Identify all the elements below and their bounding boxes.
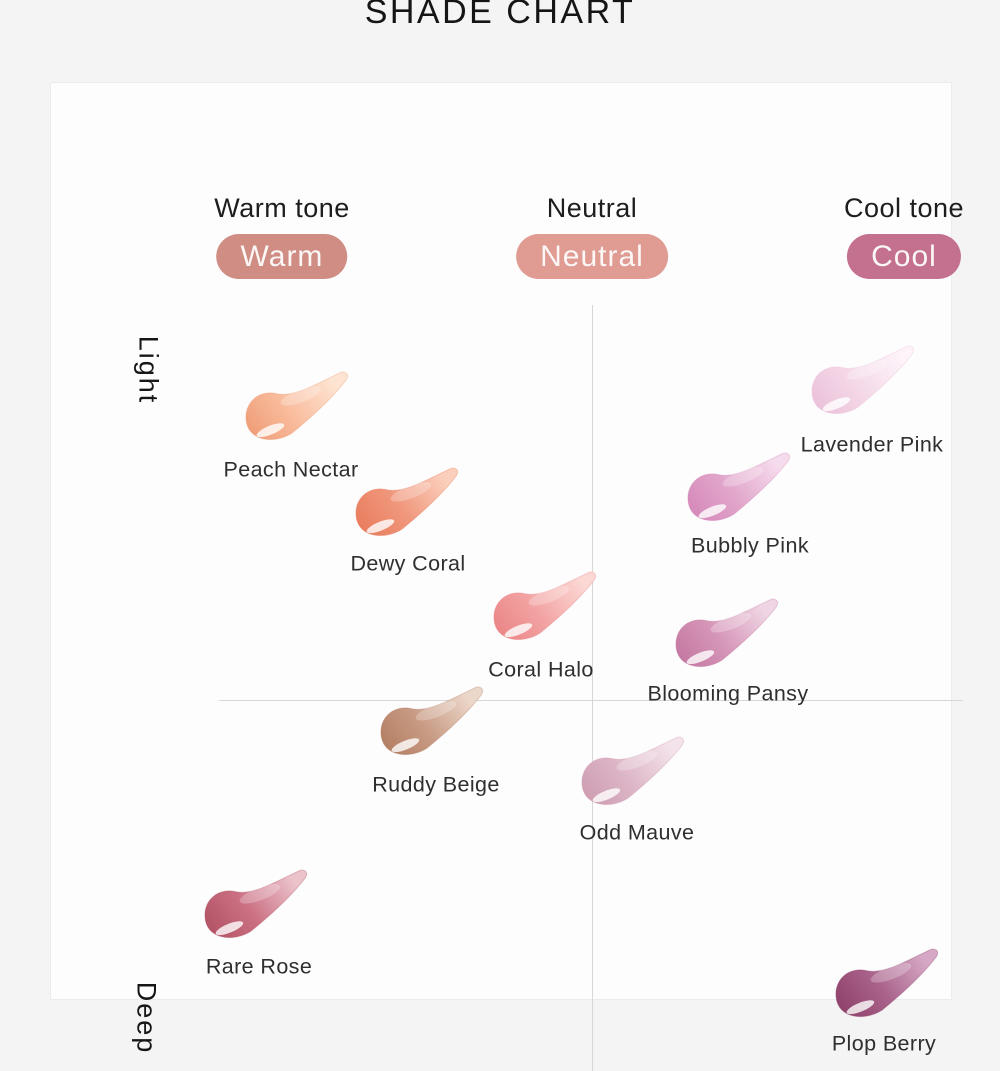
shade-swatch-bubbly-pink: [680, 451, 798, 540]
smear-icon: [380, 686, 484, 756]
depth-axis-deep-label: Deep: [131, 981, 162, 1055]
shade-label-coral-halo: Coral Halo: [488, 657, 594, 682]
shade-label-rare-rose: Rare Rose: [205, 954, 313, 979]
page-title: SHADE CHART: [364, 0, 636, 31]
shade-label-peach-nectar: Peach Nectar: [223, 457, 359, 482]
smear-icon: [355, 467, 459, 537]
tone-column-neutral-label: Neutral: [546, 193, 638, 223]
shade-label-ruddy-beige: Ruddy Beige: [372, 772, 500, 797]
neutral-badge: Neutral: [516, 234, 668, 279]
shade-swatch-lavender-pink: [804, 344, 922, 433]
shade-swatch-blooming-pansy: [668, 597, 786, 686]
depth-axis-light-label: Light: [133, 335, 164, 405]
shade-label-blooming-pansy: Blooming Pansy: [647, 681, 809, 706]
smear-icon: [204, 869, 308, 939]
shade-swatch-plop-berry: [828, 947, 946, 1036]
shade-label-bubbly-pink: Bubbly Pink: [691, 533, 809, 558]
cool-badge: Cool: [847, 234, 961, 279]
tone-column-cool-label: Cool tone: [843, 193, 965, 223]
vertical-axis-line: [592, 305, 593, 1071]
tone-column-warm-label: Warm tone: [214, 193, 350, 223]
smear-icon: [245, 371, 349, 441]
shade-label-plop-berry: Plop Berry: [831, 1031, 937, 1056]
shade-label-odd-mauve: Odd Mauve: [579, 820, 695, 845]
horizontal-axis-line: [219, 700, 963, 701]
smear-icon: [835, 948, 939, 1018]
tone-column-warm: Warm tone Warm: [214, 193, 350, 279]
shade-swatch-dewy-coral: [348, 466, 466, 555]
shade-swatch-ruddy-beige: [373, 685, 491, 774]
smear-icon: [811, 345, 915, 415]
tone-column-cool: Cool tone Cool: [844, 193, 964, 279]
smear-icon: [687, 452, 791, 522]
chart-panel: Warm tone Warm Neutral Neutral Cool tone…: [50, 82, 964, 1071]
smear-icon: [675, 598, 779, 668]
shade-label-lavender-pink: Lavender Pink: [800, 432, 944, 457]
tone-column-neutral: Neutral Neutral: [516, 193, 668, 279]
shade-label-dewy-coral: Dewy Coral: [350, 551, 466, 576]
shade-swatch-peach-nectar: [238, 370, 356, 459]
shade-swatch-odd-mauve: [574, 735, 692, 824]
smear-icon: [581, 736, 685, 806]
shade-swatch-rare-rose: [197, 868, 315, 957]
warm-badge: Warm: [216, 234, 348, 279]
shade-swatch-coral-halo: [486, 570, 604, 659]
smear-icon: [493, 571, 597, 641]
shade-chart-page: SHADE CHART Warm tone Warm Neutral Neutr…: [50, 0, 964, 1071]
